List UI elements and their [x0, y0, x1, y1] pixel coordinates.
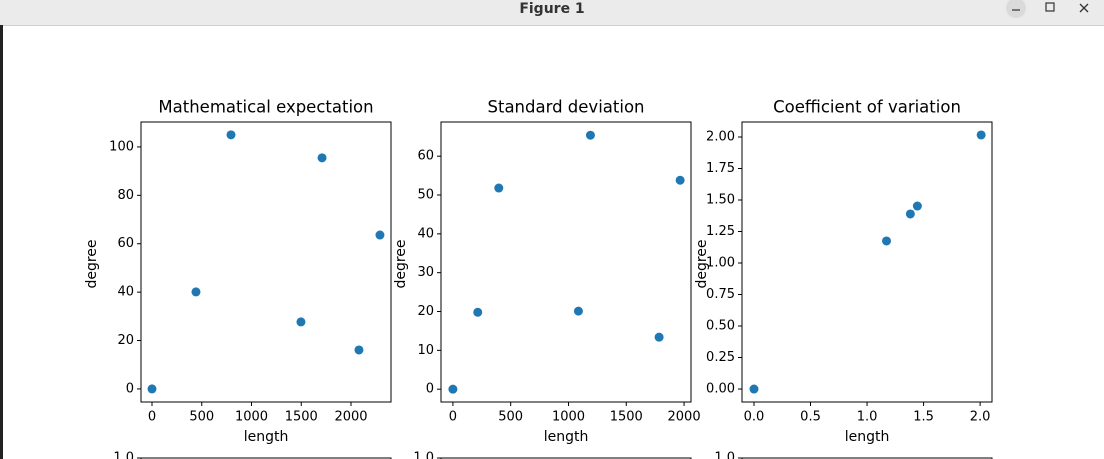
- minimize-button[interactable]: [1006, 0, 1026, 18]
- chart-title: Standard deviation: [488, 98, 645, 117]
- x-tick-label: 0: [449, 410, 457, 425]
- x-axis-label: length: [244, 429, 289, 445]
- chart-title: Mathematical expectation: [158, 98, 373, 117]
- point: [375, 230, 385, 240]
- y-tick-label: 0: [426, 382, 434, 397]
- axes-frame: [741, 121, 993, 403]
- axes-frame: [140, 121, 392, 403]
- point: [473, 307, 483, 317]
- x-tick-label: 1500: [610, 410, 643, 425]
- x-tick-label: 0.5: [800, 410, 821, 425]
- point: [317, 153, 327, 163]
- axes-frame: [741, 457, 993, 459]
- x-axis-label: length: [845, 429, 890, 445]
- point: [191, 287, 201, 297]
- y-tick-label: 20: [417, 304, 434, 319]
- point: [448, 384, 458, 394]
- y-tick-label: 0.00: [706, 382, 735, 397]
- point: [573, 306, 583, 316]
- y-tick-label: 60: [417, 149, 434, 164]
- x-tick-label: 0.0: [744, 410, 765, 425]
- y-tick-label: 1.0: [714, 451, 735, 459]
- x-tick-label: 0: [148, 410, 156, 425]
- window-title: Figure 1: [519, 1, 584, 17]
- title-bar: [0, 0, 1104, 25]
- x-tick-label: 2000: [668, 410, 701, 425]
- close-button[interactable]: [1074, 0, 1094, 18]
- y-tick-label: 1.50: [706, 193, 735, 208]
- x-tick-label: 1000: [552, 410, 585, 425]
- y-tick-label: 1.00: [706, 256, 735, 271]
- x-tick-label: 500: [498, 410, 523, 425]
- y-axis-label: degree: [84, 239, 100, 288]
- y-tick-label: 1.25: [706, 224, 735, 239]
- point: [585, 130, 595, 140]
- point: [882, 236, 892, 246]
- x-tick-label: 2.0: [970, 410, 991, 425]
- point: [296, 317, 306, 327]
- axes-frame: [140, 457, 392, 459]
- point: [654, 332, 664, 342]
- point: [749, 384, 759, 394]
- y-tick-label: 10: [417, 343, 434, 358]
- x-axis-label: length: [544, 429, 589, 445]
- maximize-button[interactable]: [1040, 0, 1060, 18]
- y-tick-label: 100: [109, 139, 134, 154]
- y-tick-label: 80: [117, 188, 134, 203]
- window-edge: [0, 25, 3, 459]
- y-axis-label: degree: [393, 239, 409, 288]
- y-tick-label: 40: [117, 285, 134, 300]
- x-tick-label: 1.5: [913, 410, 934, 425]
- y-tick-label: 30: [417, 265, 434, 280]
- point: [494, 183, 504, 193]
- axes-frame: [440, 457, 692, 459]
- y-tick-label: 0.50: [706, 319, 735, 334]
- y-tick-label: 1.0: [413, 451, 434, 459]
- y-tick-label: 50: [417, 188, 434, 203]
- y-tick-label: 20: [117, 333, 134, 348]
- point: [976, 130, 986, 140]
- point: [226, 130, 236, 140]
- axes-frame: [440, 121, 692, 403]
- point: [905, 209, 915, 219]
- x-tick-label: 1.0: [857, 410, 878, 425]
- y-tick-label: 0.25: [706, 350, 735, 365]
- y-tick-label: 0: [126, 381, 134, 396]
- point: [354, 345, 364, 355]
- chart-title: Coefficient of variation: [773, 98, 961, 117]
- point: [675, 175, 685, 185]
- x-tick-label: 1000: [235, 410, 268, 425]
- y-tick-label: 40: [417, 226, 434, 241]
- point: [912, 201, 922, 211]
- point: [147, 384, 157, 394]
- x-tick-label: 500: [189, 410, 214, 425]
- x-tick-label: 1500: [285, 410, 318, 425]
- y-axis-label: degree: [694, 239, 710, 288]
- x-tick-label: 2000: [334, 410, 367, 425]
- y-tick-label: 2.00: [706, 129, 735, 144]
- y-tick-label: 0.75: [706, 287, 735, 302]
- y-tick-label: 1.75: [706, 161, 735, 176]
- y-tick-label: 60: [117, 236, 134, 251]
- y-tick-label: 1.0: [113, 451, 134, 459]
